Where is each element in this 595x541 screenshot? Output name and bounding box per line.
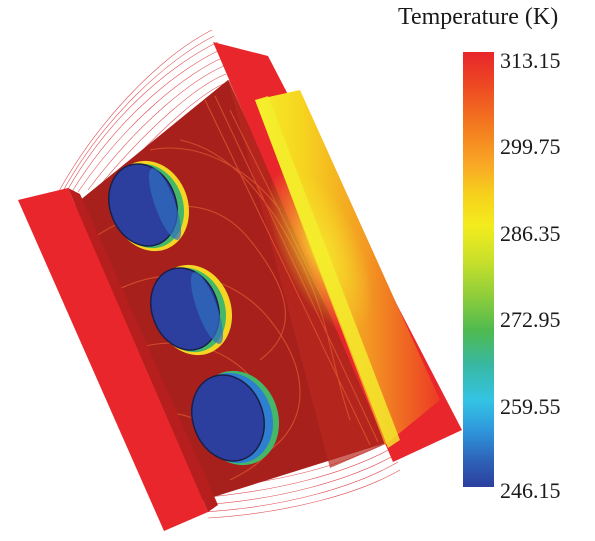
cylinder-middle (150, 264, 233, 356)
legend-tick-4: 272.95 (500, 307, 561, 332)
legend-tick-5: 259.55 (500, 394, 561, 419)
legend-title: Temperature (K) (398, 4, 559, 30)
temperature-colorbar (463, 52, 494, 487)
legend-tick-3: 286.35 (500, 221, 561, 246)
legend-tick-6: 246.15 (500, 478, 561, 503)
legend-tick-2: 299.75 (500, 134, 561, 159)
cylinder-top (108, 160, 190, 252)
cylinder-bottom (191, 370, 280, 466)
legend-tick-1: 313.15 (500, 48, 561, 73)
right-plate-edge (255, 96, 400, 448)
left-plate-side (68, 188, 218, 512)
left-plate (18, 188, 208, 531)
